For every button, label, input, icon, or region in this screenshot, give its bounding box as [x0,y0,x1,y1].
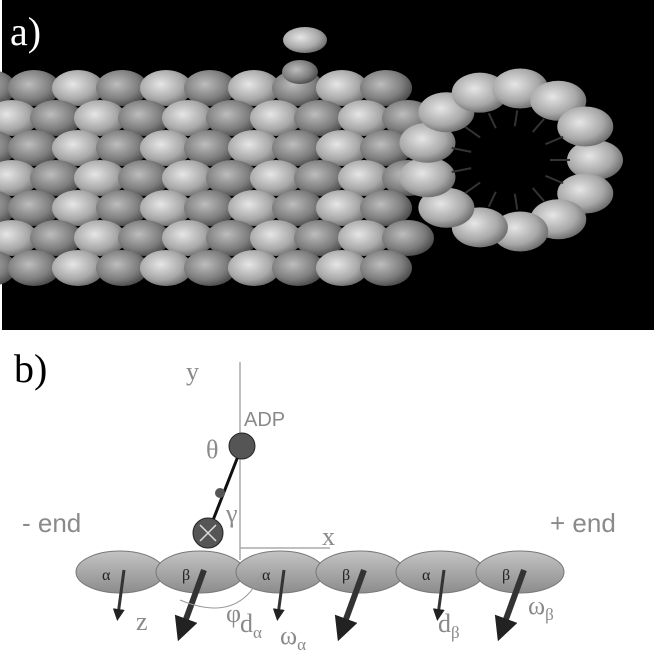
tubulin [399,157,455,197]
subunit-label: α [102,567,111,584]
tubulin [567,140,623,180]
panel-label: a) [10,9,41,54]
axis-label: x [322,522,335,551]
angle-label: φ [226,599,241,628]
free-dimer [283,27,327,53]
subunit-label: α [422,567,431,584]
axis-label: z [136,607,148,636]
hinge-bead [215,488,225,498]
figure: a) b) y x - end + end α β α β α β ADP θ γ φ z… [0,0,656,661]
subunit [236,551,324,593]
end-label: + end [550,508,616,538]
angle-label: θ [206,435,218,464]
subunit-label: β [182,567,190,584]
offset-label: ωα [280,621,306,654]
offset-label: dα [240,609,262,642]
end-label: - end [22,508,81,538]
adp-bead [229,433,255,459]
tubulin [360,250,412,286]
axis-label: y [186,357,199,386]
subunit-label: β [342,567,350,584]
tubulin [557,107,613,147]
subunit-label: α [262,567,271,584]
panel-label: b) [14,346,47,391]
ligand-label: ADP [244,409,285,431]
subunit [76,551,164,593]
subunit-label: β [502,567,510,584]
offset-label: ωβ [528,591,554,624]
offset-label: dβ [438,609,460,642]
free-dimer [282,60,318,84]
subunit [396,551,484,593]
angle-label: γ [225,499,238,528]
